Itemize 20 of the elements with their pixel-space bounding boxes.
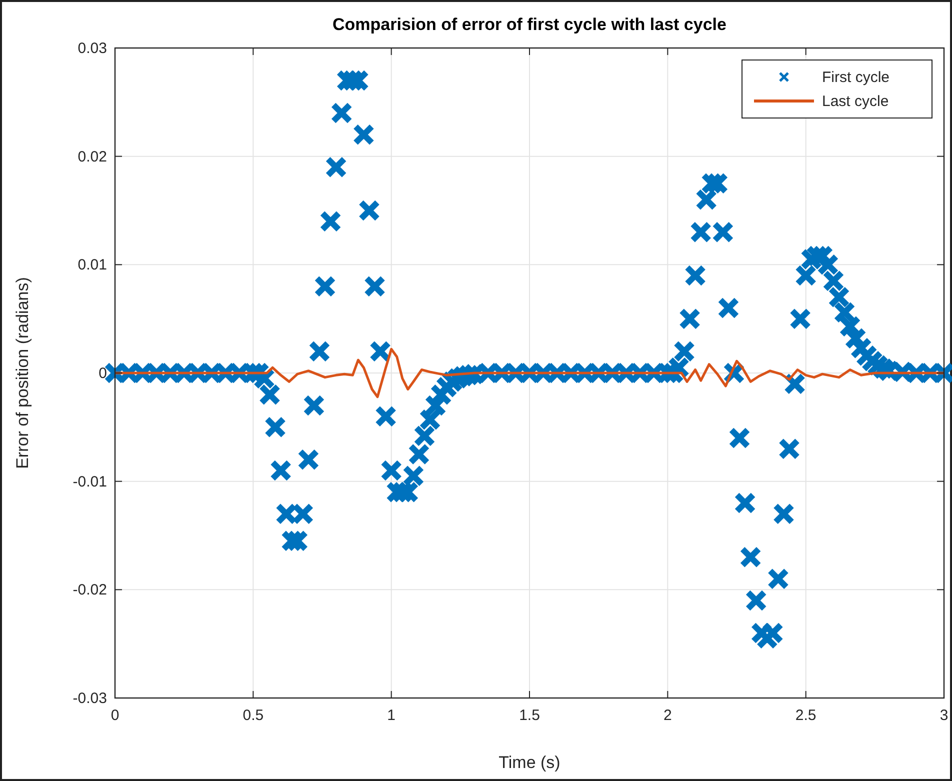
x-axis-title: Time (s) bbox=[498, 753, 560, 772]
x-tick-label: 3 bbox=[940, 707, 948, 724]
x-tick-label: 1.5 bbox=[519, 707, 540, 724]
x-tick-label: 2.5 bbox=[795, 707, 816, 724]
y-tick-label: 0 bbox=[98, 365, 107, 382]
y-tick-label: -0.02 bbox=[72, 582, 107, 599]
x-tick-label: 0 bbox=[110, 707, 120, 724]
y-tick-label: 0.01 bbox=[78, 256, 107, 274]
x-tick-label: 1 bbox=[387, 707, 396, 724]
y-tick-label: -0.01 bbox=[72, 473, 107, 490]
y-axis-title: Error of position (radians) bbox=[13, 277, 32, 469]
legend-label: Last cycle bbox=[822, 93, 889, 110]
line-series bbox=[114, 348, 946, 398]
legend-label: First cycle bbox=[822, 69, 890, 86]
x-tick-label: 0.5 bbox=[242, 707, 264, 724]
chart-title: Comparision of error of first cycle with last cycle bbox=[332, 15, 726, 34]
x-tick-label: 2 bbox=[663, 707, 672, 724]
y-tick-label: -0.03 bbox=[72, 690, 107, 707]
y-tick-label: 0.02 bbox=[78, 148, 107, 166]
y-tick-label: 0.03 bbox=[78, 40, 107, 57]
